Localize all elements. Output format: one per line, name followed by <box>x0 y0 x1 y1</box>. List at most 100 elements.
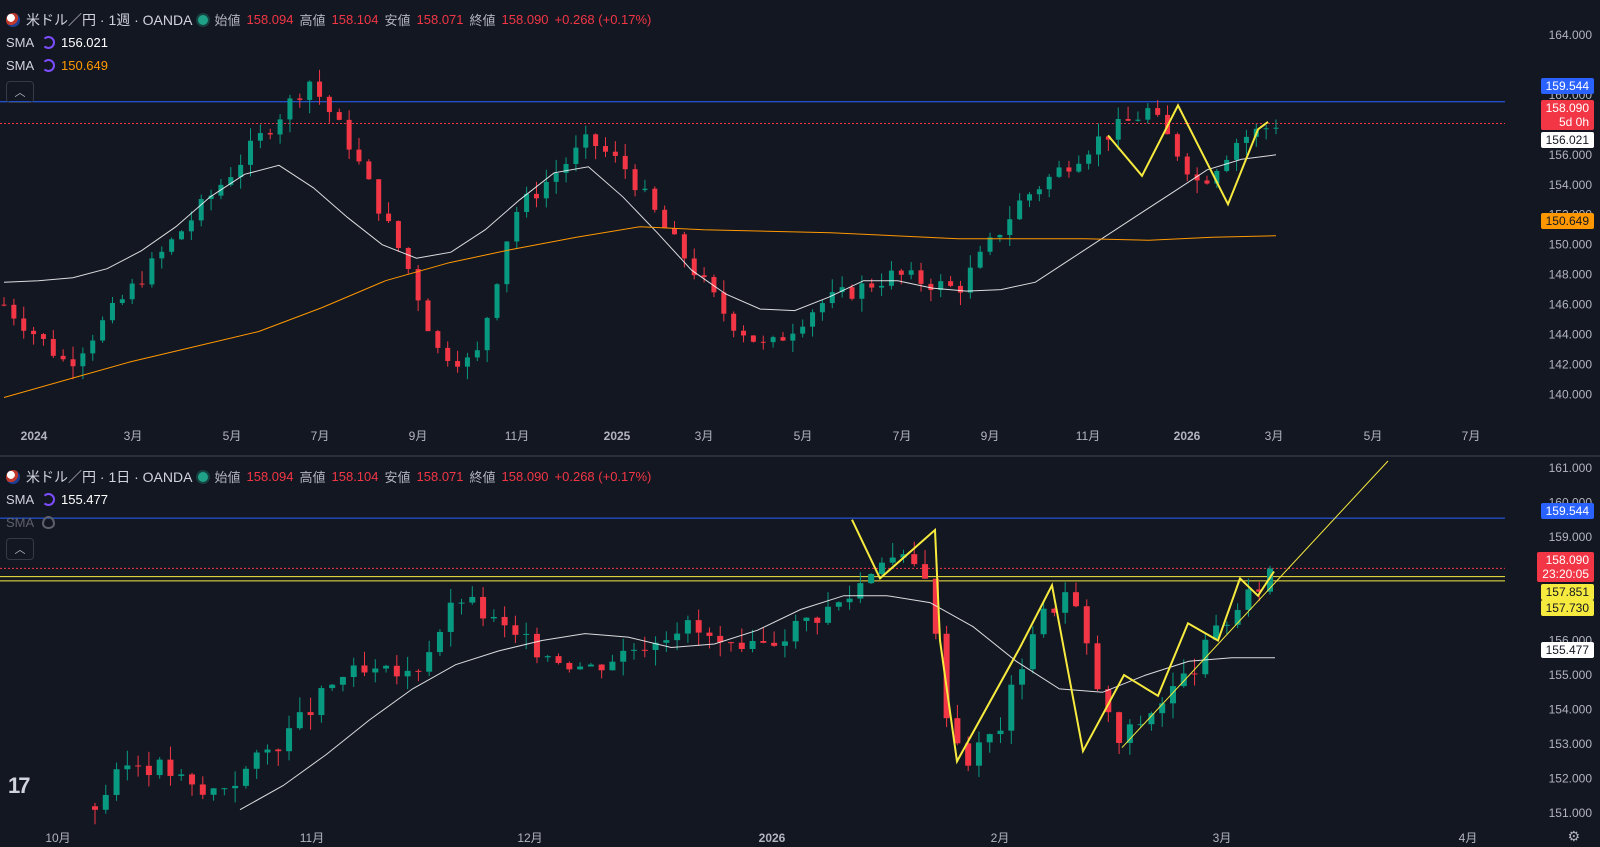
daily-chart-canvas[interactable]: 161.000160.000159.000156.000155.000154.0… <box>0 457 1600 847</box>
candle-body <box>386 213 392 222</box>
candle-body <box>1135 119 1141 121</box>
candle-body <box>1008 684 1015 731</box>
candle-body <box>642 188 648 191</box>
candle-body <box>189 774 196 785</box>
candle-body <box>1273 127 1279 129</box>
candle-body <box>1213 625 1220 640</box>
price-axis-tick: 154.000 <box>1549 178 1593 192</box>
time-axis-tick: 2025 <box>604 429 631 443</box>
candle-body <box>501 616 508 626</box>
hline-price-tag: 159.544 <box>1540 78 1594 94</box>
candle-body <box>445 347 451 362</box>
sma-legend-row[interactable]: SMA 156.021 <box>6 31 651 54</box>
candle-body <box>366 161 372 180</box>
collapse-legend-button[interactable]: ︿ <box>6 538 34 560</box>
pane-divider[interactable] <box>0 455 1600 457</box>
time-axis-tick: 7月 <box>1462 429 1481 443</box>
price-axis-tick: 148.000 <box>1549 268 1593 282</box>
candle-body <box>1017 200 1023 220</box>
gear-icon[interactable]: ⚙ <box>1567 828 1580 844</box>
sma-label: SMA <box>6 515 35 530</box>
candle-body <box>199 784 206 795</box>
weekly-chart-canvas[interactable]: 164.000160.000156.000154.000152.000150.0… <box>0 0 1600 455</box>
candle-body <box>800 326 806 334</box>
candle-body <box>760 341 766 343</box>
candle-body <box>810 312 816 327</box>
candle-body <box>415 670 422 672</box>
market-open-status-icon <box>198 471 209 482</box>
candle-body <box>819 303 825 313</box>
candle-body <box>318 688 325 716</box>
candle-body <box>248 140 254 165</box>
sma-loading-icon <box>42 493 55 506</box>
time-axis-tick: 2月 <box>991 831 1010 845</box>
candle-body <box>1072 592 1079 607</box>
weekly-symbol-title[interactable]: 米ドル／円 · 1週 · OANDA <box>26 11 193 28</box>
daily-symbol-title[interactable]: 米ドル／円 · 1日 · OANDA <box>26 468 193 485</box>
sma-legend-row[interactable]: SMA 155.477 <box>6 488 651 511</box>
candle-body <box>997 730 1004 735</box>
daily-chart-pane[interactable]: 161.000160.000159.000156.000155.000154.0… <box>0 457 1600 847</box>
candle-body <box>771 642 778 646</box>
candle-body <box>544 656 551 658</box>
candle-body <box>1 304 7 306</box>
candle-body <box>490 616 497 619</box>
candle-body <box>1180 673 1187 687</box>
price-axis-tick: 154.000 <box>1549 703 1593 717</box>
candle-body <box>514 211 520 242</box>
candle-body <box>780 337 786 341</box>
chevron-up-icon: ︿ <box>14 544 26 556</box>
time-axis-tick: 7月 <box>893 429 912 443</box>
candle-body <box>1267 568 1273 592</box>
hidden-eye-icon[interactable] <box>42 516 55 529</box>
sma-fast-price-tag: 156.021 <box>1540 132 1594 148</box>
daily-legend: 米ドル／円 · 1日 · OANDA 始値 158.094 高値 158.104 安… <box>6 465 651 560</box>
candle-body <box>458 602 465 604</box>
price-axis-tick: 142.000 <box>1549 358 1593 372</box>
candle-body <box>1019 669 1026 685</box>
candle-body <box>652 188 658 210</box>
candle-body <box>721 292 727 314</box>
candle-body <box>900 554 907 558</box>
candle-body <box>878 562 885 575</box>
candle-body <box>1256 589 1263 592</box>
candle-body <box>361 665 368 673</box>
open-label: 始値 <box>214 470 241 485</box>
candle-body <box>1076 163 1082 172</box>
candle-body <box>404 670 411 677</box>
sma-value: 150.649 <box>61 58 108 73</box>
sma-legend-row[interactable]: SMA 150.649 <box>6 54 651 77</box>
candle-body <box>573 147 579 165</box>
candle-body <box>663 640 670 643</box>
hline-price-tag: 159.544 <box>1540 503 1594 519</box>
candle-body <box>1125 118 1131 121</box>
low-value: 158.071 <box>416 12 464 27</box>
market-open-status-icon <box>198 14 209 25</box>
sma-legend-row-hidden[interactable]: SMA <box>6 511 651 534</box>
weekly-legend: 米ドル／円 · 1週 · OANDA 始値 158.094 高値 158.104 安… <box>6 8 651 103</box>
candle-body <box>770 337 776 343</box>
candle-body <box>1137 724 1144 726</box>
candle-body <box>717 635 724 643</box>
collapse-legend-button[interactable]: ︿ <box>6 81 34 103</box>
candle-body <box>672 227 678 235</box>
candle-body <box>178 231 184 240</box>
candle-body <box>1066 167 1072 172</box>
candle-body <box>447 602 454 632</box>
zigzag-drawing <box>1107 103 1269 207</box>
time-axis-tick: 5月 <box>1364 429 1383 443</box>
candle-body <box>129 283 135 300</box>
tradingview-logo[interactable]: 17 <box>8 773 31 798</box>
candle-body <box>1105 689 1112 713</box>
candle-body <box>383 665 390 669</box>
candle-body <box>1263 128 1269 130</box>
candle-body <box>977 251 983 268</box>
price-axis-tick: 151.000 <box>1549 806 1593 820</box>
weekly-chart-pane[interactable]: 164.000160.000156.000154.000152.000150.0… <box>0 0 1600 455</box>
candle-body <box>297 98 303 100</box>
open-label: 始値 <box>214 13 241 28</box>
hline-yellow-tag-2: 157.730 <box>1540 600 1594 616</box>
candle-body <box>632 169 638 191</box>
time-axis-tick: 3月 <box>1265 429 1284 443</box>
time-axis-tick: 9月 <box>409 429 428 443</box>
